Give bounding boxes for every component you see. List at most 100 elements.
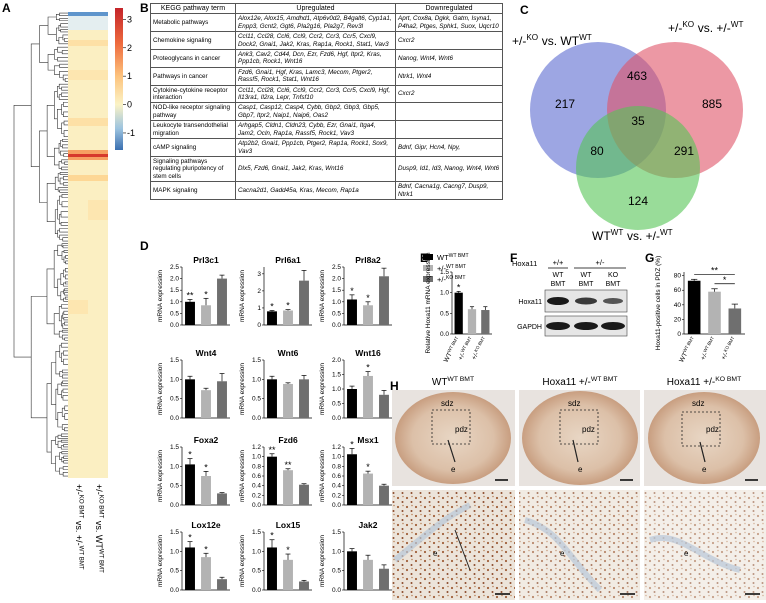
chart-title: Wnt16 bbox=[355, 348, 381, 358]
significance: * bbox=[204, 544, 208, 554]
y-axis-label: mRNA expression bbox=[157, 535, 164, 587]
down-cell: Nanog, Wnt4, Wnt6 bbox=[395, 49, 503, 68]
bar bbox=[379, 568, 389, 590]
y-tick-label: 2.5 bbox=[170, 264, 179, 271]
bar bbox=[347, 299, 357, 325]
venn-count: 80 bbox=[590, 144, 604, 158]
venn-circle bbox=[576, 106, 700, 230]
y-tick-label: 1.5 bbox=[252, 357, 261, 364]
down-cell: Cxcr2 bbox=[395, 84, 503, 104]
image-title-text: Hoxa11 +/- bbox=[542, 377, 590, 388]
bar bbox=[728, 308, 742, 334]
y-tick-label: 0.5 bbox=[332, 401, 341, 408]
significance: * bbox=[204, 289, 208, 299]
lane-label: WT bbox=[581, 272, 593, 279]
blot-row-label: GAPDH bbox=[517, 324, 542, 331]
y-tick-label: 0.0 bbox=[252, 415, 261, 422]
y-tick-label: 0.0 bbox=[332, 502, 341, 509]
venn-label-text: WT bbox=[592, 229, 611, 243]
x-tick-label-sup: WT BMT bbox=[460, 335, 473, 353]
significance: * bbox=[286, 301, 290, 311]
y-tick-label: 1.5 bbox=[170, 357, 179, 364]
term-cell: MAPK signaling bbox=[150, 181, 236, 200]
table-row: MAPK signaling Cacna2d1, Gadd45a, Kras, M… bbox=[150, 181, 503, 200]
down-cell: Dusp9, Id1, Id3, Nanog, Wnt4, Wnt6 bbox=[395, 155, 503, 183]
lane-label: BMT bbox=[579, 281, 595, 288]
y-tick-label: 1.2 bbox=[252, 444, 261, 451]
y-tick-label: 0.0 bbox=[440, 331, 449, 338]
y-axis-label: mRNA expression bbox=[239, 363, 246, 415]
y-tick-label: 0 bbox=[677, 331, 681, 338]
venn-label-sup: WT bbox=[731, 20, 744, 29]
lane-label: BMT bbox=[606, 281, 622, 288]
legend-swatch bbox=[423, 265, 433, 271]
blot-gene: Hoxa11 bbox=[512, 259, 537, 268]
bar bbox=[379, 276, 389, 325]
venn-label-sup: WT bbox=[660, 228, 673, 237]
bar bbox=[363, 375, 373, 418]
bar bbox=[185, 379, 195, 418]
colorbar-tick-label: -1 bbox=[127, 128, 135, 138]
table-row: Cytokine-cytokine receptor interaction Cc… bbox=[150, 84, 503, 104]
y-tick-label: 0.0 bbox=[332, 587, 341, 594]
venn-label-sup: KO bbox=[682, 20, 694, 29]
up-cell: Ccl11, Ccl28, Ccl6, Ccl9, Ccr2, Ccr3, Cc… bbox=[235, 84, 396, 104]
term-cell: Pathways in cancer bbox=[150, 66, 236, 86]
y-axis-label: mRNA expression bbox=[239, 270, 246, 322]
zone-label: sdz bbox=[692, 399, 704, 408]
genotype: +/+ bbox=[553, 258, 564, 267]
y-tick-label: 1.0 bbox=[332, 386, 341, 393]
table-row: NOD-like receptor signaling pathway Casp1… bbox=[150, 102, 503, 122]
significance: * bbox=[350, 286, 354, 296]
column-label-text: +/- bbox=[74, 484, 84, 495]
chart-title: Msx1 bbox=[357, 435, 379, 445]
bar bbox=[185, 547, 195, 590]
down-cell: Bdnf, Cacna1g, Cacng7, Dusp9, Ntrk1 bbox=[395, 181, 503, 200]
y-tick-label: 0.0 bbox=[252, 502, 261, 509]
significance: * bbox=[204, 462, 208, 472]
bar bbox=[267, 547, 277, 590]
up-cell: Dlx5, Fzd6, Gnai1, Jak2, Kras, Wnt16 bbox=[235, 155, 396, 183]
bar bbox=[283, 383, 293, 418]
zone-label: pdz bbox=[706, 425, 719, 434]
bar bbox=[201, 305, 211, 325]
y-tick-label: 3 bbox=[257, 271, 261, 278]
bar bbox=[299, 581, 309, 590]
y-tick-label: 0.0 bbox=[170, 322, 179, 329]
lane-label: BMT bbox=[551, 281, 567, 288]
y-tick-label: 1.5 bbox=[252, 529, 261, 536]
zone-label: e bbox=[560, 549, 565, 558]
venn-count: 463 bbox=[627, 69, 647, 83]
significance: * bbox=[270, 531, 274, 541]
lane-label: KO bbox=[608, 272, 619, 279]
x-tick-label-text: +/- bbox=[720, 351, 730, 361]
bar bbox=[467, 309, 477, 334]
term-cell: Signaling pathways regulating pluripoten… bbox=[150, 155, 236, 183]
blot-row-label: Hoxa11 bbox=[518, 299, 542, 306]
x-tick-label-text: WT bbox=[443, 351, 454, 363]
chart-title: Lox12e bbox=[191, 520, 221, 530]
y-tick-label: 1.5 bbox=[170, 529, 179, 536]
down-cell bbox=[395, 102, 503, 122]
y-tick-label: 1.5 bbox=[332, 372, 341, 379]
term-cell: Metabolic pathways bbox=[150, 13, 236, 33]
bar bbox=[217, 278, 227, 325]
venn-label: WTWT vs. +/-WT bbox=[592, 228, 673, 243]
legend-label-sup: KO BMT bbox=[446, 275, 466, 281]
y-tick-label: 1.5 bbox=[332, 287, 341, 294]
y-tick-label: 1.0 bbox=[332, 299, 341, 306]
legend-label-sup: WT BMT bbox=[446, 264, 466, 270]
venn-label: +/-KO vs. WTWT bbox=[512, 33, 592, 48]
panel-letter: A bbox=[2, 1, 11, 15]
venn-count: 291 bbox=[674, 144, 694, 158]
y-axis-label: mRNA expression bbox=[239, 535, 246, 587]
y-tick-label: 0.2 bbox=[252, 492, 261, 499]
y-tick-label: 1.0 bbox=[170, 376, 179, 383]
y-tick-label: 0.5 bbox=[440, 310, 449, 317]
x-tick-label-sup: KO BMT bbox=[473, 335, 486, 352]
kegg-table: KEGG pathway term Upregulated Downregulate… bbox=[150, 2, 503, 200]
bar bbox=[267, 379, 277, 418]
bar bbox=[299, 280, 309, 325]
bar bbox=[379, 394, 389, 418]
y-tick-label: 80 bbox=[674, 273, 682, 280]
